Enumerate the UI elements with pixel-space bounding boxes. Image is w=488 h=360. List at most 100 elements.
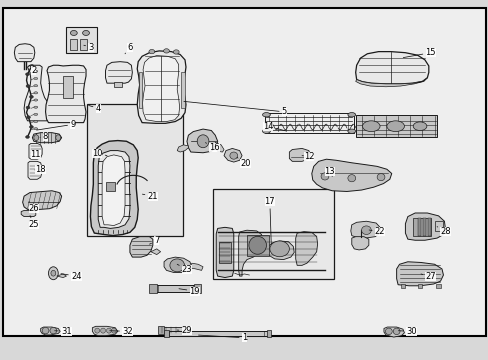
- Ellipse shape: [169, 259, 184, 272]
- Bar: [158, 325, 163, 334]
- Ellipse shape: [386, 121, 404, 132]
- Bar: [163, 330, 168, 337]
- Polygon shape: [215, 142, 224, 152]
- Polygon shape: [142, 55, 179, 122]
- Bar: [106, 182, 115, 191]
- Text: 3: 3: [83, 43, 93, 52]
- Ellipse shape: [101, 328, 105, 333]
- Ellipse shape: [149, 49, 155, 54]
- Ellipse shape: [70, 31, 77, 36]
- Ellipse shape: [34, 70, 38, 72]
- Text: 2: 2: [29, 65, 37, 75]
- Ellipse shape: [48, 267, 58, 280]
- Bar: [417, 284, 422, 288]
- Polygon shape: [14, 44, 35, 62]
- Ellipse shape: [347, 175, 355, 182]
- Text: 19: 19: [179, 287, 200, 296]
- Ellipse shape: [269, 241, 289, 257]
- Ellipse shape: [51, 270, 56, 276]
- Text: 11: 11: [30, 150, 41, 159]
- Text: 32: 32: [109, 327, 133, 336]
- Text: 5: 5: [183, 102, 286, 116]
- Bar: [193, 284, 201, 293]
- Polygon shape: [45, 65, 86, 123]
- Ellipse shape: [26, 116, 30, 119]
- Bar: [417, 218, 420, 235]
- Bar: [166, 330, 268, 336]
- Ellipse shape: [95, 328, 100, 333]
- Text: 18: 18: [35, 165, 46, 174]
- Polygon shape: [139, 72, 142, 108]
- Polygon shape: [181, 72, 184, 108]
- Ellipse shape: [34, 106, 38, 108]
- Bar: [65, 27, 97, 53]
- Text: 17: 17: [264, 197, 275, 244]
- Bar: [400, 284, 405, 288]
- Polygon shape: [29, 143, 42, 159]
- Text: 4: 4: [88, 104, 101, 113]
- Bar: [434, 221, 443, 231]
- Ellipse shape: [29, 95, 33, 98]
- Ellipse shape: [29, 126, 33, 129]
- Polygon shape: [41, 327, 60, 335]
- Bar: [435, 284, 440, 288]
- Ellipse shape: [34, 77, 38, 80]
- Ellipse shape: [26, 85, 30, 87]
- Polygon shape: [92, 326, 118, 336]
- Ellipse shape: [82, 31, 89, 36]
- Polygon shape: [163, 257, 191, 273]
- Polygon shape: [102, 155, 125, 226]
- Text: 26: 26: [28, 202, 39, 213]
- Polygon shape: [350, 221, 379, 238]
- Bar: [427, 218, 430, 235]
- Text: 29: 29: [177, 326, 192, 335]
- Ellipse shape: [34, 113, 38, 116]
- Ellipse shape: [412, 122, 426, 131]
- Polygon shape: [216, 227, 233, 278]
- Text: 28: 28: [436, 226, 450, 237]
- Polygon shape: [151, 249, 160, 255]
- Bar: [219, 242, 231, 263]
- Ellipse shape: [262, 129, 270, 134]
- Ellipse shape: [376, 174, 384, 181]
- Polygon shape: [311, 159, 391, 192]
- Text: 1: 1: [198, 333, 246, 342]
- Polygon shape: [32, 133, 61, 143]
- Text: 12: 12: [302, 152, 313, 161]
- Text: 6: 6: [125, 43, 132, 54]
- Text: 13: 13: [324, 167, 334, 176]
- Ellipse shape: [111, 328, 116, 333]
- Polygon shape: [396, 262, 443, 286]
- Text: 8: 8: [40, 132, 48, 141]
- Polygon shape: [130, 237, 153, 257]
- Polygon shape: [24, 65, 48, 121]
- Ellipse shape: [56, 135, 61, 140]
- Text: 21: 21: [142, 192, 158, 201]
- Bar: [264, 113, 353, 134]
- Bar: [160, 327, 188, 333]
- Ellipse shape: [347, 113, 355, 117]
- Polygon shape: [383, 327, 404, 337]
- Polygon shape: [189, 263, 203, 270]
- Ellipse shape: [34, 128, 38, 130]
- Bar: [87, 104, 182, 235]
- Polygon shape: [355, 51, 428, 84]
- Ellipse shape: [34, 135, 39, 140]
- Text: 27: 27: [420, 272, 435, 281]
- Polygon shape: [405, 213, 445, 240]
- Polygon shape: [90, 140, 138, 235]
- Polygon shape: [289, 148, 310, 161]
- Polygon shape: [28, 161, 41, 179]
- Ellipse shape: [34, 92, 38, 94]
- Ellipse shape: [25, 135, 29, 138]
- Text: 14: 14: [262, 122, 285, 131]
- Text: 30: 30: [398, 327, 416, 336]
- Text: 31: 31: [55, 327, 72, 336]
- Ellipse shape: [30, 64, 34, 67]
- Polygon shape: [355, 116, 436, 137]
- Text: 23: 23: [177, 264, 192, 274]
- Ellipse shape: [34, 121, 38, 123]
- Bar: [412, 218, 430, 235]
- Text: 25: 25: [28, 216, 39, 229]
- Ellipse shape: [385, 328, 391, 334]
